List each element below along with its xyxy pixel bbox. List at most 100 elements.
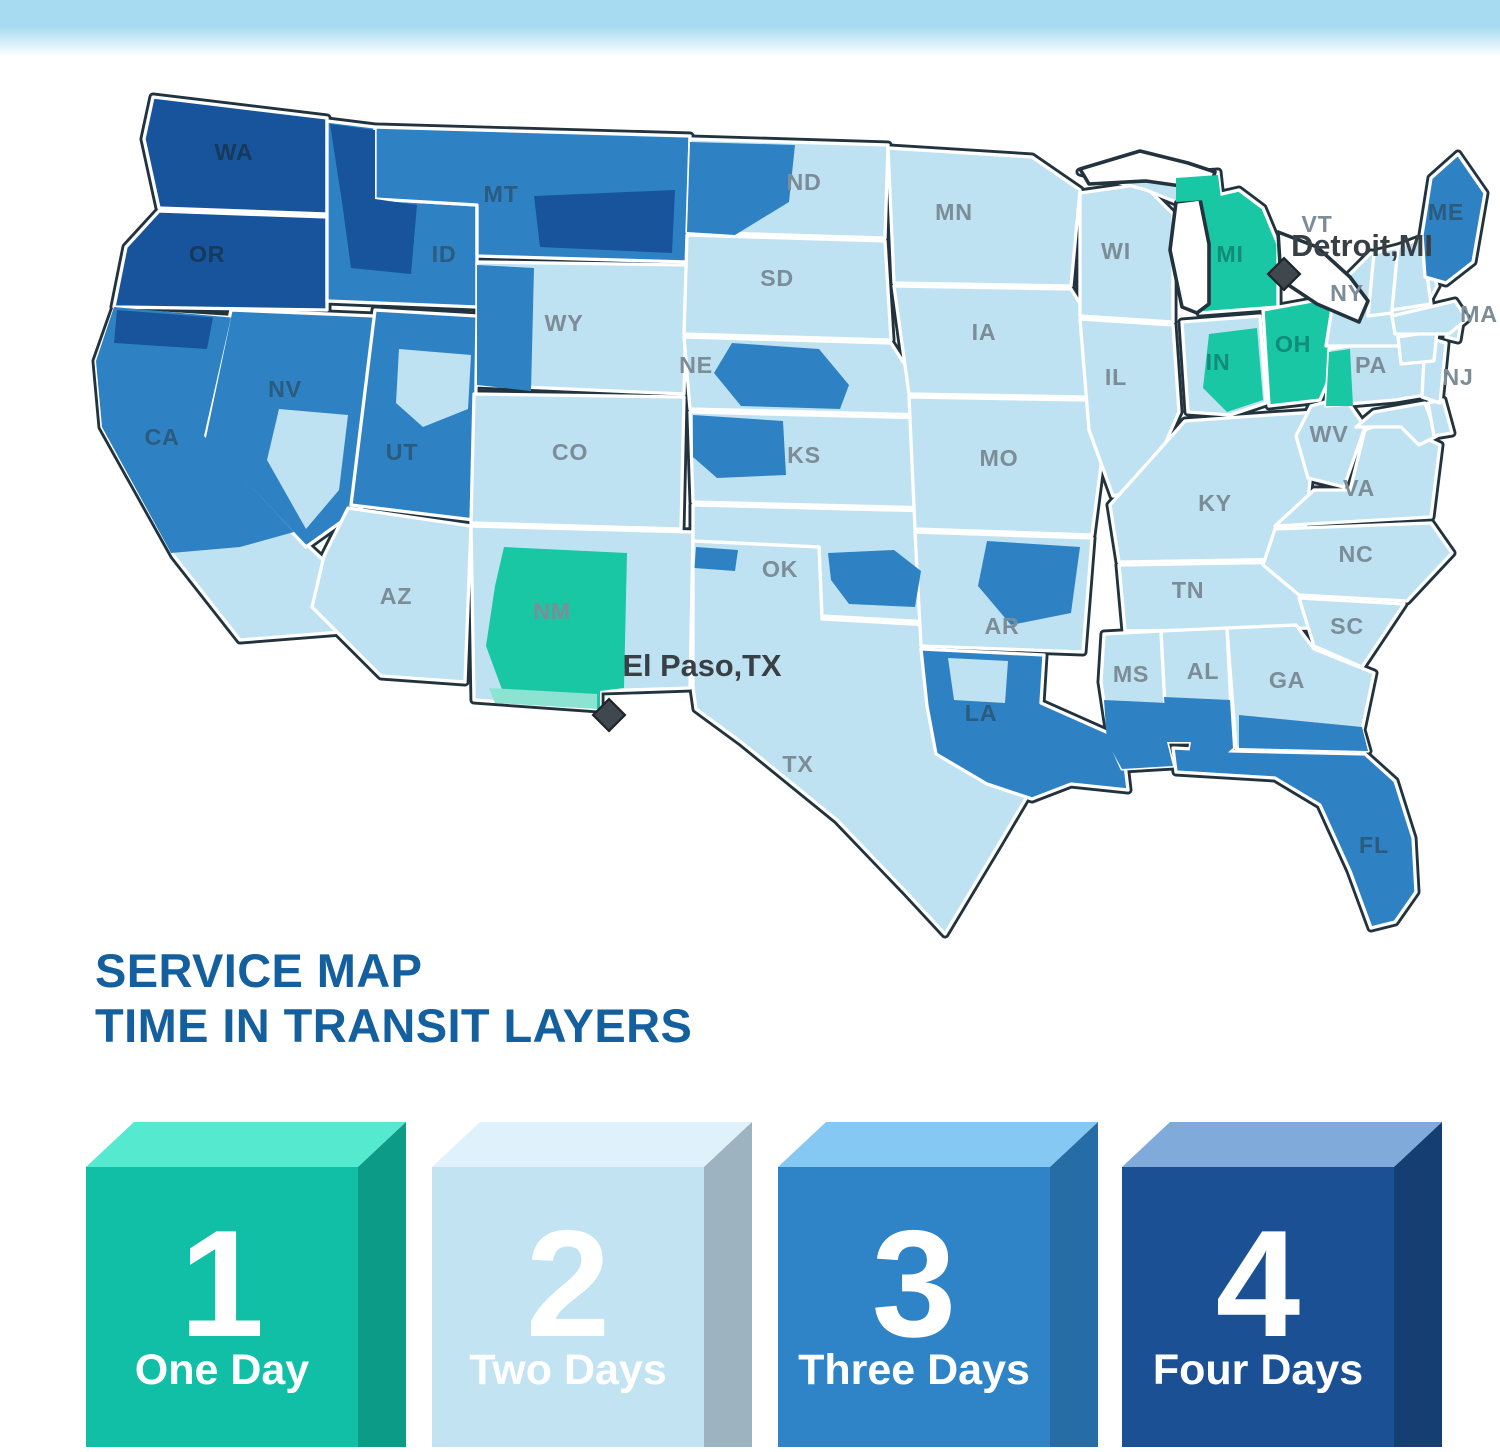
state-shape-TX	[691, 539, 1040, 936]
service-patch-up-east	[1176, 175, 1221, 202]
service-patch-ne-central	[714, 343, 849, 409]
state-shape-FL	[1171, 746, 1418, 930]
legend-block-3-side	[1050, 1122, 1098, 1447]
state-shape-MN	[886, 146, 1082, 288]
state-shape-MO	[907, 395, 1106, 537]
service-patch-in-central	[1203, 328, 1263, 412]
state-label-AR: AR	[984, 613, 1019, 639]
state-label-KS: KS	[787, 442, 821, 468]
state-shape-ME	[1420, 152, 1487, 285]
state-label-WA: WA	[215, 139, 254, 165]
state-shape-VT	[1366, 245, 1400, 318]
service-patch-la-north	[948, 658, 1008, 703]
state-label-VA: VA	[1343, 475, 1375, 501]
state-label-WV: WV	[1310, 421, 1349, 447]
state-label-IA: IA	[972, 319, 997, 345]
state-label-OR: OR	[189, 241, 225, 267]
service-patch-nm-south	[489, 688, 597, 709]
legend-number-3: 3	[872, 1199, 957, 1369]
state-label-NV: NV	[268, 376, 302, 402]
page-title-line1: SERVICE MAP	[95, 944, 423, 997]
state-shape-MD	[1354, 401, 1439, 447]
state-label-FL: FL	[1359, 832, 1389, 858]
state-label-MS: MS	[1113, 661, 1149, 687]
us-map-svg: WA OR CA NV ID MT WY UT CO AZ NM ND SD NE KS OK TX MN IA MO…	[91, 92, 1498, 939]
service-patch-nd-west	[687, 142, 795, 235]
legend-block-1-side	[358, 1122, 406, 1447]
lake-shape-1	[1168, 197, 1211, 315]
city-marker-Detroit-MI	[1266, 256, 1302, 292]
state-label-WY: WY	[545, 310, 584, 336]
city-marker-El-Paso-TX	[591, 697, 627, 733]
state-label-IL: IL	[1105, 364, 1127, 390]
service-patch-wy-west	[477, 265, 534, 391]
state-label-ID: ID	[432, 241, 457, 267]
service-patch-tx-nw	[694, 547, 738, 571]
legend-label-2: Two Days	[469, 1346, 667, 1394]
state-label-SC: SC	[1330, 613, 1364, 639]
service-patch-nv-se	[267, 409, 348, 529]
service-patch-ca-north	[96, 307, 294, 553]
legend-block-3-top	[778, 1122, 1098, 1167]
state-shape-CO	[469, 392, 686, 531]
legend-block-2-front	[432, 1167, 704, 1447]
state-label-AL: AL	[1187, 658, 1220, 684]
state-shape-NC	[1261, 521, 1454, 603]
state-shape-NH	[1390, 236, 1433, 312]
state-label-VT: VT	[1301, 211, 1332, 237]
state-label-SD: SD	[760, 265, 794, 291]
city-label-Detroit-MI: Detroit,MI	[1291, 228, 1433, 263]
service-patch-pa-west	[1326, 349, 1353, 406]
service-patch-ga-south	[1239, 715, 1368, 751]
state-label-KY: KY	[1198, 490, 1232, 516]
legend-number-4: 4	[1216, 1199, 1301, 1369]
page-title: SERVICE MAP TIME IN TRANSIT LAYERS	[95, 944, 692, 1053]
legend-block-1-front	[86, 1167, 358, 1447]
state-label-AZ: AZ	[380, 583, 413, 609]
state-label-NE: NE	[679, 352, 713, 378]
service-patch-nm-central	[486, 547, 627, 709]
state-label-MT: MT	[483, 181, 518, 207]
legend-block-4-top	[1122, 1122, 1442, 1167]
legend-number-1: 1	[180, 1199, 265, 1369]
state-label-ME: ME	[1428, 199, 1464, 225]
page-title-line2: TIME IN TRANSIT LAYERS	[95, 998, 693, 1052]
state-label-CA: CA	[144, 424, 179, 450]
state-label-LA: LA	[965, 700, 998, 726]
state-label-IN: IN	[1206, 349, 1231, 375]
state-label-UT: UT	[386, 439, 419, 465]
legend-block-2-top	[432, 1122, 752, 1167]
state-label-NJ: NJ	[1442, 364, 1473, 390]
state-shape-SD	[682, 233, 893, 342]
service-patch-ms-south	[1104, 700, 1173, 769]
top-accent-bar	[0, 0, 1500, 56]
state-label-MA: MA	[1460, 301, 1498, 327]
state-label-NY: NY	[1330, 280, 1364, 306]
state-label-TX: TX	[782, 751, 813, 777]
state-label-GA: GA	[1269, 667, 1305, 693]
state-shape-MA	[1390, 299, 1469, 336]
legend-label-1: One Day	[135, 1346, 310, 1394]
city-label-El-Paso-TX: El Paso,TX	[623, 648, 782, 683]
service-patch-ks-nw	[693, 415, 786, 478]
legend-label-4: Four Days	[1153, 1346, 1363, 1394]
state-label-MI: MI	[1216, 241, 1243, 267]
state-label-WI: WI	[1101, 238, 1131, 264]
legend-block-3-front	[778, 1167, 1050, 1447]
service-patch-id-west	[330, 124, 417, 274]
state-shape-SC	[1297, 596, 1406, 669]
legend-block-4-front	[1122, 1167, 1394, 1447]
service-patch-ca-top	[114, 310, 213, 349]
state-label-TN: TN	[1172, 577, 1205, 603]
service-patch-ut-center	[396, 349, 471, 427]
state-label-MN: MN	[935, 199, 973, 225]
legend-number-2: 2	[526, 1199, 611, 1369]
state-label-NC: NC	[1338, 541, 1373, 567]
state-label-NM: NM	[533, 598, 571, 624]
state-shape-CT	[1396, 329, 1439, 366]
state-label-PA: PA	[1355, 352, 1387, 378]
service-patch-ok-east	[828, 550, 921, 607]
legend-block-4-side	[1394, 1122, 1442, 1447]
service-patch-ar-central	[978, 541, 1080, 625]
